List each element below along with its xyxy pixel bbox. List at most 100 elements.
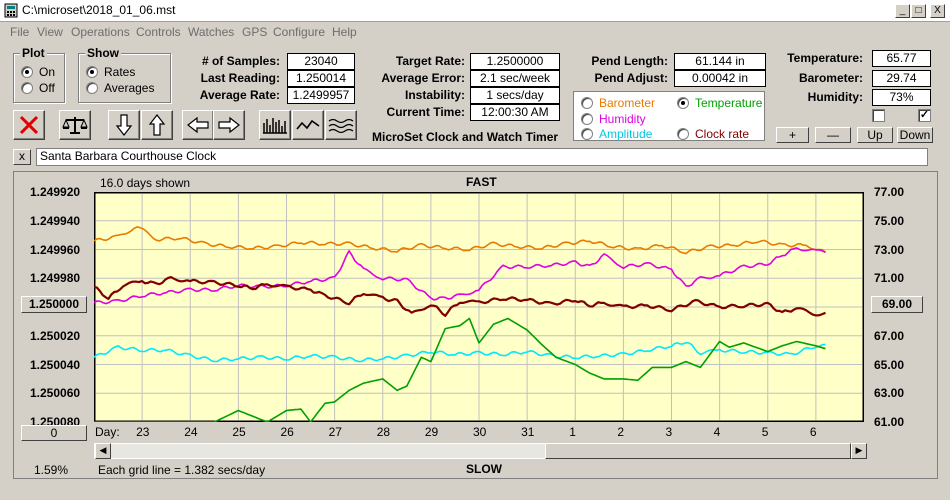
checkbox-right[interactable]: ✓ — [918, 109, 931, 122]
balance-button[interactable] — [59, 110, 91, 140]
arrow-down-icon — [115, 114, 133, 136]
menu-file[interactable]: File — [10, 25, 30, 39]
sensor-amplitude-label: Amplitude — [599, 127, 653, 141]
average-rate-label: Average Rate: — [199, 88, 280, 102]
menu-gps[interactable]: GPS — [242, 25, 268, 39]
up-arrow-button[interactable] — [141, 110, 173, 140]
scale-minus-button[interactable]: — — [815, 127, 851, 143]
checkbox-left[interactable] — [872, 109, 885, 122]
show-rates-radio[interactable]: Rates — [86, 65, 135, 79]
samples-field: 23040 — [287, 53, 355, 70]
balance-scale-icon — [62, 117, 88, 134]
maximize-button[interactable]: □ — [911, 4, 926, 18]
instability-label: Instability: — [404, 88, 465, 102]
clock-name-input[interactable]: Santa Barbara Courthouse Clock — [36, 148, 928, 166]
title-bar: C:\microset\2018_01_06.mst _ □ X — [0, 0, 950, 22]
series-line-clock-rate — [94, 275, 826, 317]
maximize-icon: □ — [915, 5, 922, 16]
menu-configure[interactable]: Configure — [273, 25, 326, 39]
show-averages-label: Averages — [104, 81, 155, 95]
pend-length-field: 61.144 in — [674, 53, 766, 70]
scale-plus-button[interactable]: + — [776, 127, 809, 143]
scale-up-button[interactable]: Up — [857, 127, 893, 143]
menu-operations[interactable]: Operations — [71, 25, 130, 39]
sensor-barometer-radio[interactable]: Barometer — [581, 96, 655, 110]
menu-help[interactable]: Help — [332, 25, 357, 39]
samples-label: # of Samples: — [201, 54, 280, 68]
scroll-left-button[interactable]: ◀ — [95, 443, 111, 459]
y-right-tick-label: 61.00 — [874, 415, 905, 429]
left-arrow-button[interactable] — [182, 110, 214, 140]
right-value-button[interactable]: 69.00 — [871, 296, 923, 313]
clear-button[interactable] — [13, 110, 45, 140]
y-right-tick-label: 65.00 — [874, 357, 905, 372]
barometer-field: 29.74 — [872, 70, 931, 87]
radio-selected-icon — [86, 66, 98, 78]
rate-chart[interactable] — [94, 192, 864, 422]
humidity-label: Humidity: — [807, 90, 863, 104]
menu-view[interactable]: View — [37, 25, 63, 39]
x-day-tick-label: 5 — [761, 425, 769, 439]
menu-controls[interactable]: Controls — [136, 25, 181, 39]
scroll-thumb[interactable] — [545, 443, 851, 459]
arrow-left-icon — [187, 116, 209, 134]
pend-adjust-label: Pend Adjust: — [594, 71, 668, 85]
day-label: Day: — [95, 425, 120, 439]
zero-button[interactable]: 0 — [21, 425, 87, 441]
instability-field: 1 secs/day — [470, 87, 560, 104]
sensor-temperature-label: Temperature — [695, 96, 763, 110]
show-averages-radio[interactable]: Averages — [86, 81, 154, 95]
close-x-icon: x — [19, 149, 25, 163]
sensor-clock-rate-radio[interactable]: Clock rate — [677, 127, 749, 141]
radio-unselected-icon — [581, 128, 593, 140]
radio-unselected-icon — [677, 128, 689, 140]
wave-graph-button[interactable] — [325, 110, 357, 140]
y-left-tick-label: 1.250020 — [30, 328, 81, 343]
center-value-button[interactable]: 1.250000 — [21, 296, 87, 313]
pend-adjust-field: 0.00042 in — [674, 70, 766, 87]
percent-label: 1.59% — [34, 463, 69, 477]
y-right-tick-label: 75.00 — [874, 213, 905, 228]
sensor-select-box: Barometer Temperature Humidity Clock rat… — [573, 91, 765, 141]
x-day-tick-label: 30 — [473, 425, 487, 439]
radio-unselected-icon — [86, 82, 98, 94]
fast-label: FAST — [466, 175, 497, 189]
sensor-temperature-radio[interactable]: Temperature — [677, 96, 762, 110]
menu-watches[interactable]: Watches — [188, 25, 235, 39]
y-left-tick-label: 1.249960 — [30, 242, 81, 257]
close-window-button[interactable]: X — [930, 4, 945, 18]
minimize-button[interactable]: _ — [895, 4, 910, 18]
sensor-clock-rate-label: Clock rate — [695, 127, 750, 141]
y-right-tick-label: 77.00 — [874, 185, 905, 199]
radio-selected-icon — [21, 66, 33, 78]
pend-length-label: Pend Length: — [591, 54, 668, 68]
line-graph-button[interactable] — [292, 110, 324, 140]
clear-clock-name-button[interactable]: x — [13, 149, 31, 165]
grid-lines — [96, 194, 862, 420]
sensor-humidity-label: Humidity — [599, 112, 646, 126]
last-reading-label: Last Reading: — [200, 71, 280, 85]
radio-unselected-icon — [21, 82, 33, 94]
scroll-right-button[interactable]: ▶ — [851, 443, 867, 459]
series-line-humidity — [94, 247, 826, 305]
window-title: C:\microset\2018_01_06.mst — [22, 3, 176, 17]
line-graph-icon — [296, 119, 320, 130]
humidity-field: 73% — [872, 89, 931, 106]
down-arrow-button[interactable] — [108, 110, 140, 140]
current-time-field: 12:00:30 AM — [470, 104, 560, 121]
bar-graph-button[interactable] — [259, 110, 291, 140]
temperature-label: Temperature: — [787, 51, 863, 65]
plot-on-radio[interactable]: On — [21, 65, 55, 79]
x-day-tick-label: 4 — [713, 425, 721, 439]
right-arrow-button[interactable] — [213, 110, 245, 140]
plot-off-radio[interactable]: Off — [21, 81, 55, 95]
radio-selected-icon — [677, 97, 689, 109]
sensor-humidity-radio[interactable]: Humidity — [581, 112, 646, 126]
sensor-amplitude-radio[interactable]: Amplitude — [581, 127, 652, 141]
arrow-right-icon — [218, 116, 240, 134]
scale-down-button[interactable]: Down — [897, 127, 933, 143]
minimize-icon: _ — [899, 5, 906, 16]
slow-label: SLOW — [466, 462, 502, 476]
horizontal-scrollbar[interactable]: ◀ ▶ — [94, 443, 867, 459]
y-right-tick-label: 71.00 — [874, 271, 905, 286]
